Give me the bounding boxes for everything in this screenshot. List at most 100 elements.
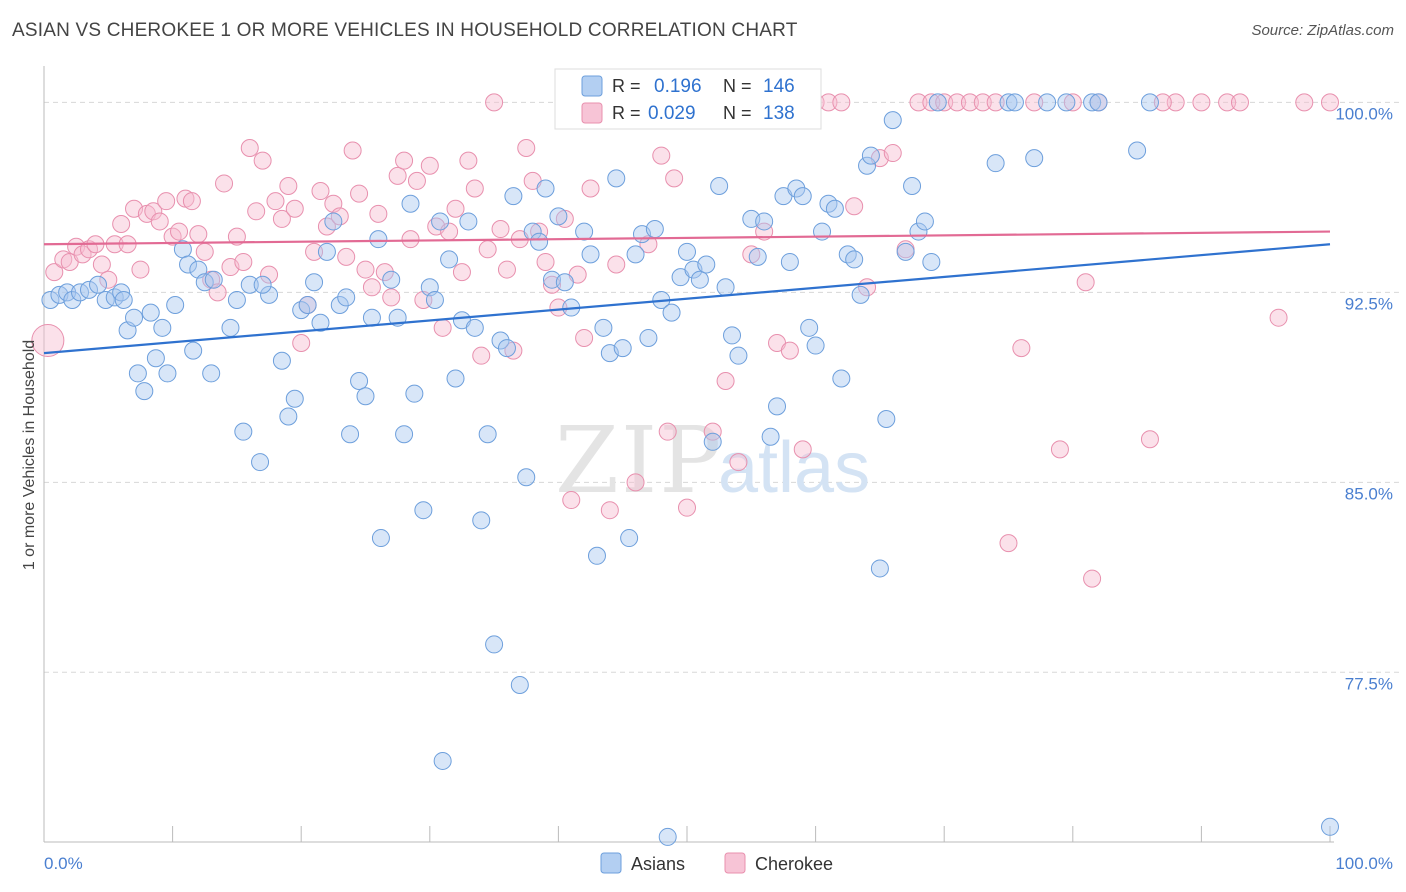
asians-point (678, 242, 696, 261)
legend-cherokee-n-label: N = (723, 103, 757, 123)
cherokee-point (92, 255, 111, 274)
asians-point (555, 273, 574, 292)
asians-point (285, 389, 304, 408)
asians-point (510, 675, 529, 694)
cherokee-point (1050, 440, 1069, 459)
asians-point (517, 468, 536, 487)
asians-point (356, 387, 375, 406)
cherokee-point (935, 93, 954, 112)
asians-point (581, 245, 600, 264)
asians-trend-line (43, 243, 1331, 355)
asians-point (234, 422, 253, 441)
x-tick-label-0: 0.0% (44, 854, 83, 873)
asians-point (440, 250, 459, 269)
cherokee-point (446, 199, 465, 218)
trend-lines (43, 230, 1331, 355)
asians-point (324, 212, 343, 231)
asians-point (1025, 149, 1044, 168)
asians-point (221, 318, 240, 337)
asians-point (723, 326, 742, 345)
asians-point (658, 827, 677, 846)
asians-point (317, 242, 336, 261)
cherokee-point (234, 252, 253, 271)
asians-point (800, 318, 819, 337)
cherokee-point (1153, 93, 1172, 112)
asians-point (825, 199, 844, 218)
cherokee-point (189, 225, 208, 244)
asians-point (279, 407, 298, 426)
y-tick-label-1: 85.0% (1345, 484, 1393, 503)
cherokee-point (356, 260, 375, 279)
watermark-atlas: atlas (718, 428, 870, 508)
grid-lines (44, 101, 1400, 673)
cherokee-point (279, 176, 298, 195)
cherokee-point (883, 144, 902, 163)
legend-asians-r-label: R = (612, 76, 646, 96)
asians-point (1083, 93, 1102, 112)
cherokee-point (195, 242, 214, 261)
legend-asians-swatch (581, 75, 603, 97)
cherokee-point (780, 341, 799, 360)
asians-point (504, 187, 523, 206)
asians-point (497, 339, 516, 358)
cherokee-point (999, 534, 1018, 553)
asians-point (832, 369, 851, 388)
cherokee-point (112, 214, 131, 233)
chart-title: ASIAN VS CHEROKEE 1 OR MORE VEHICLES IN … (12, 20, 798, 41)
asians-point (690, 270, 709, 289)
cherokee-point (343, 141, 362, 160)
asians-point (716, 278, 735, 297)
asians-point (112, 283, 131, 302)
series-asians (41, 93, 1339, 846)
legend-asians-n-label: N = (723, 76, 757, 96)
asians-point (549, 207, 568, 226)
cherokee-point (395, 151, 414, 170)
asians-point (793, 187, 812, 206)
asians-point (141, 303, 160, 322)
asians-point (371, 529, 390, 548)
asians-point (80, 280, 99, 299)
asians-point (446, 369, 465, 388)
cherokee-point (1321, 93, 1339, 112)
cherokee-point (517, 138, 536, 157)
cherokee-point (960, 93, 979, 112)
cherokee-point (247, 202, 266, 221)
series-cherokee (31, 93, 1339, 588)
cherokee-point (215, 174, 234, 193)
asians-point (240, 275, 259, 294)
cherokee-point (369, 204, 388, 223)
asians-point (1038, 93, 1057, 112)
asians-point (536, 179, 555, 198)
asians-point (311, 313, 330, 332)
asians-point (251, 453, 270, 472)
cherokee-point (337, 247, 356, 266)
asians-point (896, 242, 915, 261)
cherokee-point (909, 93, 928, 112)
asians-point (158, 364, 177, 383)
asians-point (425, 290, 444, 309)
cherokee-point (311, 182, 330, 201)
cherokee-point (497, 260, 516, 279)
cherokee-point (99, 270, 118, 289)
cherokee-point (253, 151, 272, 170)
legend-cherokee-swatch (581, 102, 603, 124)
cherokee-point (832, 93, 851, 112)
asians-point (858, 156, 877, 175)
asians-point (883, 111, 902, 130)
asians-point (260, 285, 279, 304)
cherokee-point (478, 240, 497, 259)
asians-point (272, 351, 291, 370)
asians-point (748, 247, 767, 266)
cherokee-point (350, 184, 369, 203)
asians-point (146, 349, 165, 368)
asians-point (401, 194, 420, 213)
cherokee-point (144, 202, 163, 221)
asians-point (184, 341, 203, 360)
asians-point (607, 169, 626, 188)
source-label: Source: ZipAtlas.com (1251, 22, 1394, 39)
asians-point (1140, 93, 1159, 112)
asians-point (63, 290, 82, 309)
cherokee-point (1076, 273, 1095, 292)
asians-point (626, 245, 645, 264)
